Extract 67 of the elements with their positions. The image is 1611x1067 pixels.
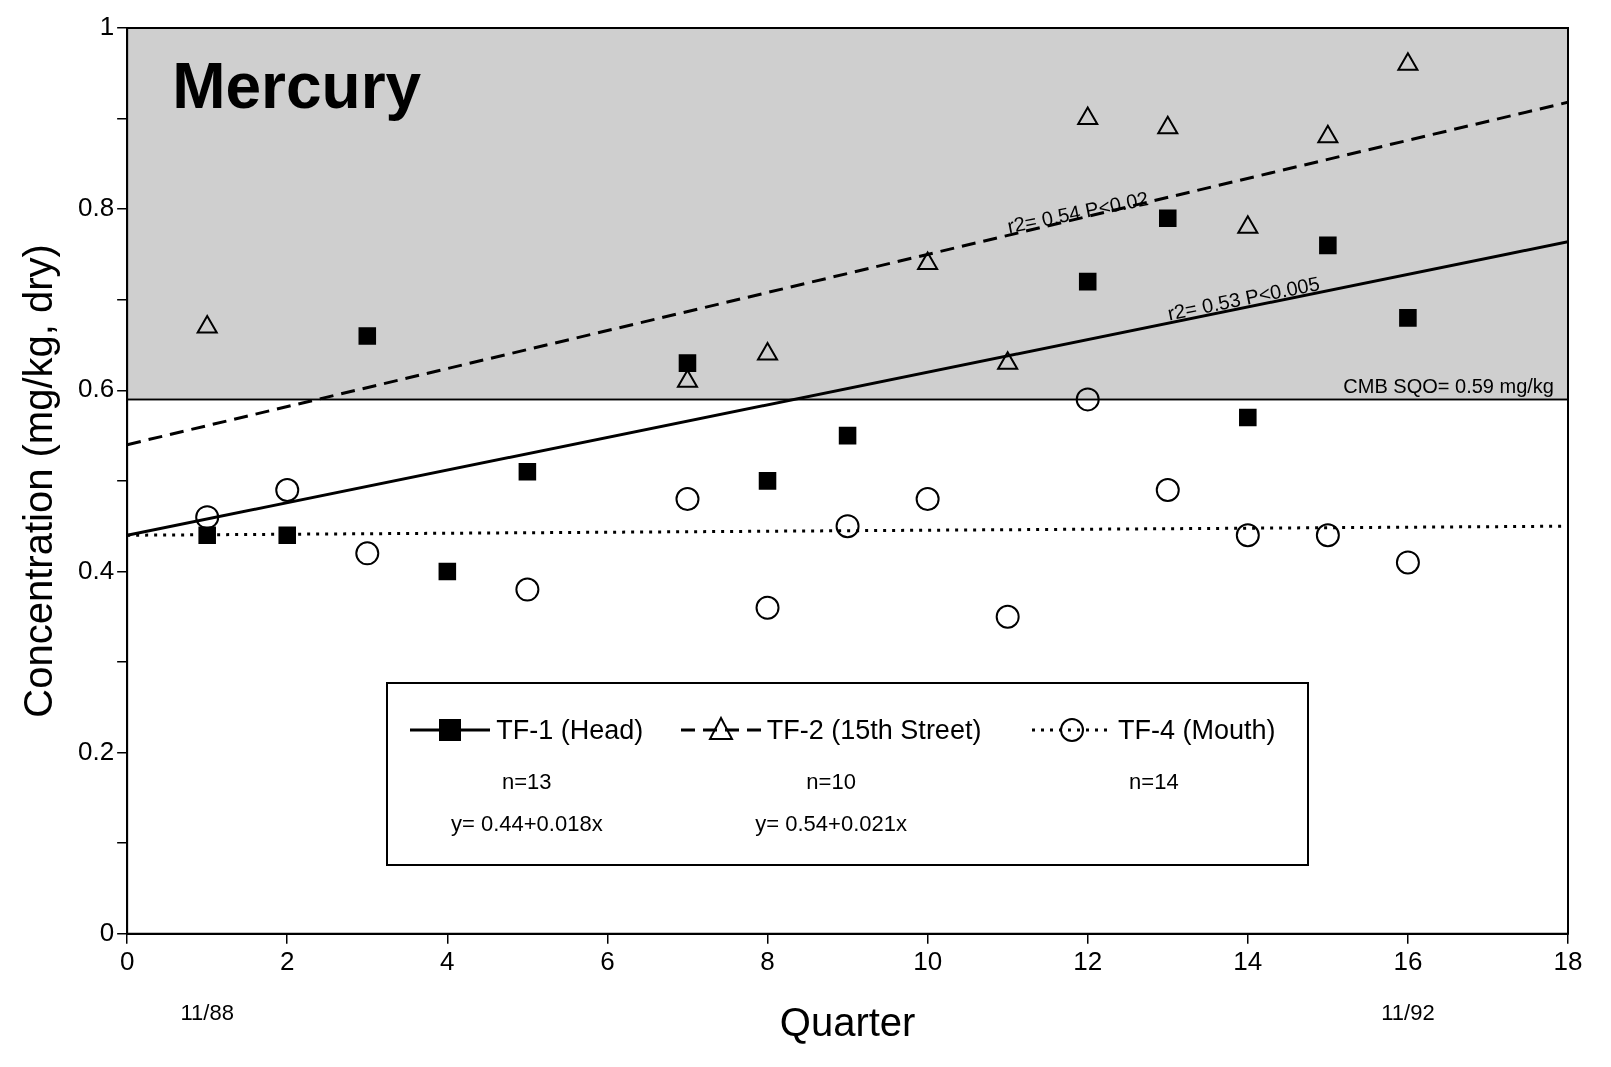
x-tick-label: 18	[1553, 945, 1583, 976]
annotation: n=13	[501, 768, 553, 795]
point	[198, 526, 216, 545]
point	[275, 477, 300, 502]
y-tick-label: 0.4	[77, 554, 115, 585]
point	[1395, 550, 1420, 575]
point	[1078, 272, 1097, 291]
point	[676, 369, 698, 388]
point	[438, 562, 457, 581]
x-tick-label: 2	[280, 945, 295, 976]
point	[835, 514, 860, 539]
x-tick-label: 12	[1073, 945, 1103, 976]
point	[757, 342, 779, 361]
point	[1237, 215, 1259, 234]
point	[755, 595, 780, 620]
point	[515, 577, 540, 602]
x-tick-label: 0	[119, 945, 135, 976]
annotation: y= 0.54+0.021x	[754, 810, 908, 837]
point	[678, 354, 697, 372]
point	[838, 426, 857, 445]
annotation: r2= 0.53 P<0.005	[1165, 272, 1322, 325]
point	[358, 327, 377, 345]
y-tick-label: 0.8	[77, 192, 115, 223]
point	[1157, 115, 1179, 135]
point	[278, 526, 297, 545]
point	[1397, 52, 1419, 71]
y-tick-label: 1	[99, 11, 115, 42]
x-tick-label: 4	[440, 945, 455, 976]
legend-label: TF-4 (Mouth)	[1118, 714, 1276, 746]
text: 11/88	[180, 999, 234, 1025]
point	[1077, 106, 1099, 126]
x-axis-title: Quarter	[779, 1000, 916, 1045]
point	[1315, 523, 1340, 548]
y-axis-title: Concentration (mg/kg, dry)	[16, 244, 61, 718]
x-tick-label: 14	[1233, 945, 1263, 976]
point	[355, 541, 380, 566]
y-tick-label: 0.2	[77, 735, 115, 766]
x-tick-label: 8	[760, 945, 775, 976]
point	[1075, 387, 1100, 412]
y-tick-label: 0.6	[77, 373, 115, 404]
point	[1239, 408, 1257, 427]
point	[997, 351, 1019, 370]
point	[1158, 209, 1177, 227]
point	[1399, 309, 1417, 327]
y-tick-label: 0	[99, 916, 115, 947]
legend-label: TF-2 (15th Street)	[766, 714, 982, 746]
chart-title: Mercury	[172, 49, 422, 122]
x-tick-label: 6	[600, 945, 615, 976]
point	[1155, 477, 1180, 502]
point	[1235, 523, 1260, 548]
point	[1319, 236, 1337, 255]
annotation: y= 0.44+0.018x	[449, 810, 604, 837]
point	[1317, 124, 1339, 144]
legend-label: TF-1 (Head)	[496, 714, 644, 746]
point	[758, 472, 777, 490]
ref-line-label: CMB SQO= 0.59 mg/kg	[1343, 374, 1554, 397]
point	[196, 314, 218, 334]
point	[518, 463, 537, 481]
x-tick-label: 16	[1393, 945, 1423, 976]
annotation: n=14	[1128, 768, 1180, 795]
point	[675, 487, 700, 512]
point	[995, 604, 1020, 629]
text: 11/92	[1381, 999, 1435, 1025]
point	[915, 487, 940, 512]
x-tick-label: 10	[913, 945, 943, 976]
point	[917, 251, 939, 271]
annotation: n=10	[805, 768, 857, 795]
